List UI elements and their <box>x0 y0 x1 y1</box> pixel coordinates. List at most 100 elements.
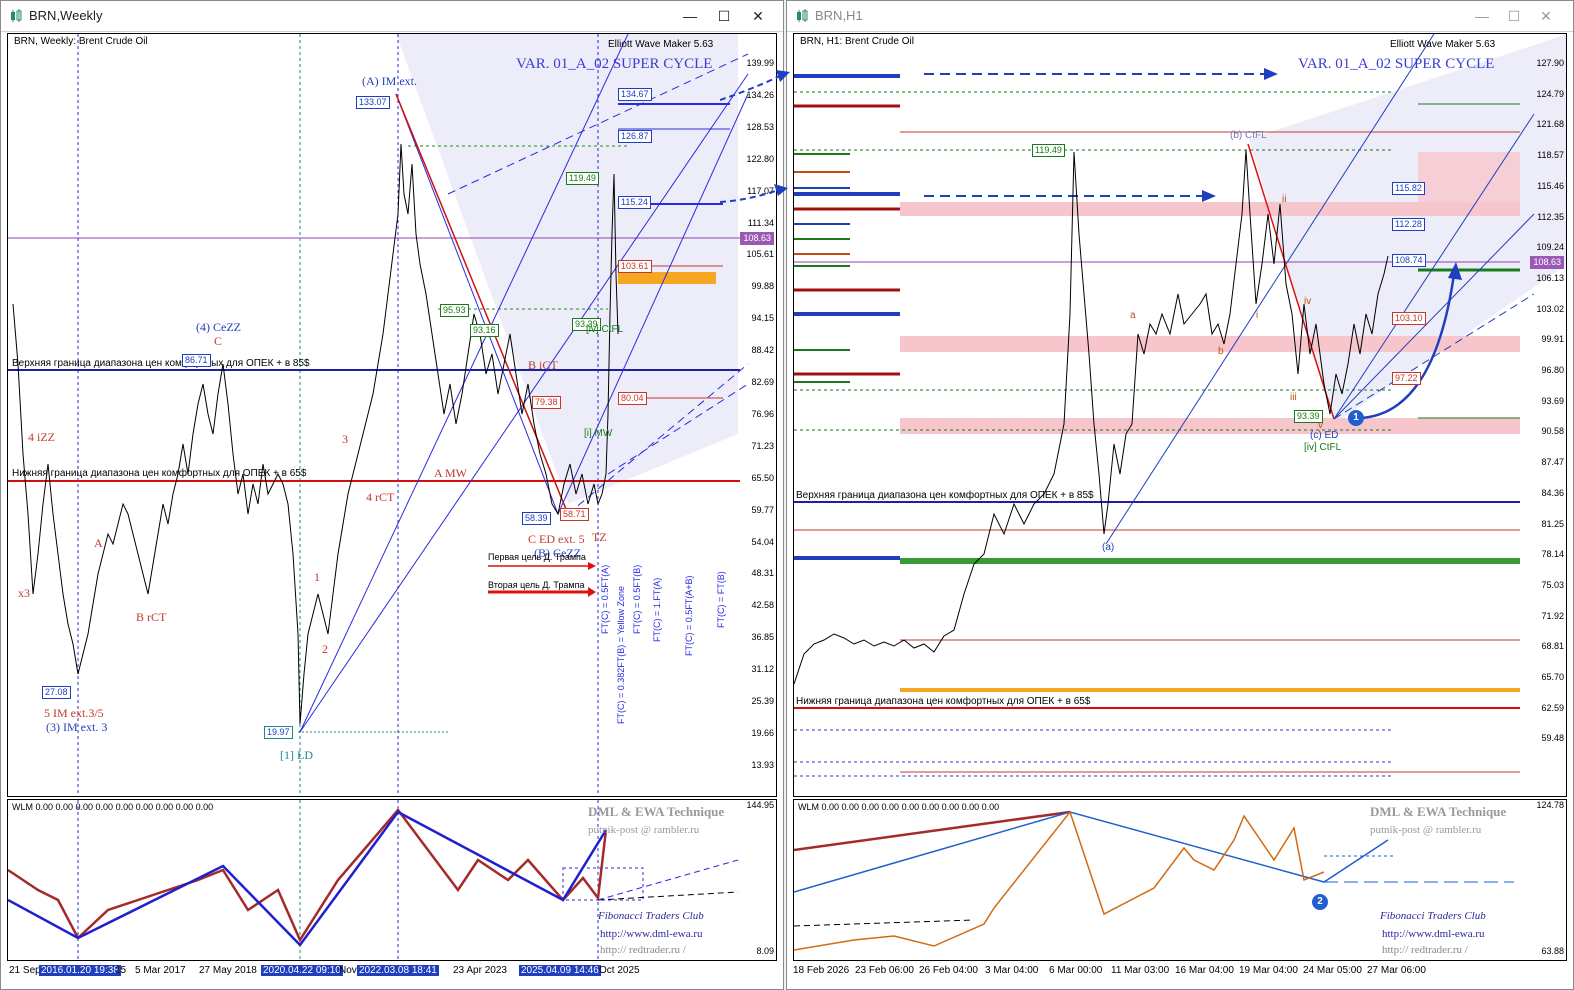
price-box: 108.74 <box>1392 254 1426 267</box>
time-label: 18 Feb 2026 <box>793 965 850 976</box>
price-axis-label: 128.53 <box>746 121 774 132</box>
time-label: Nov <box>339 965 357 976</box>
ind-axis-bottom: 8.09 <box>756 946 774 956</box>
wave-label: [i] MW <box>584 428 613 439</box>
upper-band-label: Верхняя граница диапазона цен комфортных… <box>12 358 310 369</box>
time-label: 24 Mar 05:00 <box>1303 965 1362 976</box>
watermark-url: http://www.dml-ewa.ru <box>1382 928 1485 940</box>
time-label: 23 Apr 2023 <box>453 965 507 976</box>
window-link-arrows <box>720 70 790 203</box>
wave-label: (a) <box>1102 542 1115 553</box>
close-button[interactable]: ✕ <box>1540 8 1552 24</box>
price-box: 103.10 <box>1392 312 1426 325</box>
wave-label: ii <box>1282 194 1287 205</box>
ind-axis-bottom: 63.88 <box>1541 946 1564 956</box>
price-box: 27.08 <box>42 686 71 699</box>
time-axis: 21 Sep 2016.01.20 19:38 15 5 Mar 2017 27… <box>7 963 777 979</box>
fib-label: FT(C) = 0.5FT(A) <box>600 564 610 634</box>
price-axis-label: 99.91 <box>1541 334 1564 345</box>
wave-label: 4 iZZ <box>28 430 55 444</box>
price-box: 112.28 <box>1392 218 1425 231</box>
price-axis-label: 42.58 <box>751 600 774 611</box>
minimize-button[interactable]: — <box>1475 8 1489 24</box>
wave-label: 4 rCT <box>366 490 395 504</box>
indicator-pane[interactable]: WLM 0.00 0.00 0.00 0.00 0.00 0.00 0.00 0… <box>7 799 777 961</box>
price-axis-label: 99.88 <box>751 281 774 292</box>
indicator-pane[interactable]: WLM 0.00 0.00 0.00 0.00 0.00 0.00 0.00 0… <box>793 799 1567 961</box>
indicator-label: WLM 0.00 0.00 0.00 0.00 0.00 0.00 0.00 0… <box>12 802 214 812</box>
time-label: 21 Sep <box>9 965 41 976</box>
watermark-url-2: http:// redtrader.ru / <box>600 944 686 956</box>
wave-label: x3 <box>18 586 30 600</box>
price-axis-label: 62.59 <box>1541 702 1564 713</box>
price-axis-label: 13.93 <box>751 759 774 770</box>
wave-label: B rCT <box>136 610 167 624</box>
ewm-label: Elliott Wave Maker 5.63 <box>1390 39 1496 50</box>
price-box: 115.82 <box>1392 182 1425 195</box>
time-label: 5 Mar 2017 <box>135 965 186 976</box>
maximize-button[interactable]: ☐ <box>717 8 731 24</box>
close-button[interactable]: ✕ <box>752 8 764 24</box>
wave-label: iv <box>1304 296 1312 307</box>
wave-label: C <box>214 334 223 348</box>
price-axis-label: 59.77 <box>751 504 774 515</box>
price-axis-label: 112.35 <box>1537 211 1564 222</box>
price-axis-label: 36.85 <box>751 632 774 643</box>
marker-1: 1 <box>1348 410 1364 426</box>
main-price-chart[interactable]: BRN, H1: Brent Crude Oil Elliott Wave Ma… <box>793 33 1567 797</box>
price-axis-label: 65.50 <box>751 472 774 483</box>
symbol-description: BRN, Weekly: Brent Crude Oil <box>14 36 148 47</box>
wave-label: a <box>1130 310 1136 321</box>
fib-label: FT(C) = 0.5FT(B) <box>632 564 642 634</box>
price-axis-label: 118.57 <box>1537 150 1564 161</box>
price-axis-label: 87.47 <box>1541 457 1564 468</box>
right-titlebar[interactable]: BRN,H1 — ☐ ✕ <box>787 1 1573 32</box>
wave-label: [iv] CtFL <box>586 324 624 335</box>
price-axis-label: 76.96 <box>751 408 774 419</box>
left-titlebar[interactable]: BRN,Weekly — ☐ ✕ <box>1 1 783 32</box>
symbol-description: BRN, H1: Brent Crude Oil <box>800 36 914 47</box>
wave-label: (3) IM ext. 3 <box>46 720 108 734</box>
right-chart-window[interactable]: BRN,H1 — ☐ ✕ <box>786 0 1574 990</box>
left-chart-window[interactable]: BRN,Weekly — ☐ ✕ <box>0 0 784 990</box>
trump-target-2: Вторая цель Д. Трампа <box>488 580 585 590</box>
fib-label: FT(C) = 0.5FT(A+B) <box>684 575 694 656</box>
time-label: 2016.01.20 19:38 <box>39 965 121 976</box>
price-box: 58.71 <box>560 508 589 521</box>
wave-label: b <box>1218 346 1224 357</box>
price-axis-label: 84.36 <box>1541 487 1564 498</box>
watermark-url: http://www.dml-ewa.ru <box>600 928 703 940</box>
time-label: 11 Mar 03:00 <box>1111 965 1170 976</box>
wave-label: i <box>1256 310 1259 321</box>
variant-label: VAR. 01_A_02 SUPER CYCLE <box>1298 56 1495 72</box>
price-axis-label: 122.80 <box>746 153 774 164</box>
minimize-button[interactable]: — <box>683 8 697 24</box>
time-label: 2025.04.09 14:46 <box>519 965 601 976</box>
wave-label: iii <box>1290 392 1297 403</box>
price-axis-label: 59.48 <box>1541 733 1564 744</box>
time-label: 23 Feb 06:00 <box>855 965 914 976</box>
watermark-email: putnik-post @ rambler.ru <box>1370 824 1482 836</box>
wave-label: (c) ED <box>1310 430 1339 441</box>
watermark-club: Fibonacci Traders Club <box>598 910 704 922</box>
main-price-chart[interactable]: BRN, Weekly: Brent Crude Oil Elliott Wav… <box>7 33 777 797</box>
maximize-button[interactable]: ☐ <box>1507 8 1521 24</box>
time-label: 2022.03.08 18:41 <box>357 965 439 976</box>
candlestick-icon <box>797 9 808 22</box>
wave-label: A <box>94 536 103 550</box>
price-axis-label: 88.42 <box>751 345 774 356</box>
price-axis-label: 93.69 <box>1541 395 1564 406</box>
wave-label: 3 <box>342 432 348 446</box>
wave-label: A MW <box>434 466 467 480</box>
wave-label: (b) CtFL <box>1230 130 1267 141</box>
price-axis-label: 19.66 <box>751 727 774 738</box>
price-axis-label: 115.46 <box>1537 180 1564 191</box>
price-box: 19.97 <box>264 726 293 739</box>
lower-band-label: Нижняя граница диапазона цен комфортных … <box>12 468 307 479</box>
price-axis-label: 94.15 <box>751 313 774 324</box>
price-box: 86.71 <box>182 354 211 367</box>
watermark-email: putnik-post @ rambler.ru <box>588 824 700 836</box>
price-axis-label: 121.68 <box>1536 119 1564 130</box>
price-box: 119.49 <box>566 172 599 185</box>
indicator-label: WLM 0.00 0.00 0.00 0.00 0.00 0.00 0.00 0… <box>798 802 1000 812</box>
